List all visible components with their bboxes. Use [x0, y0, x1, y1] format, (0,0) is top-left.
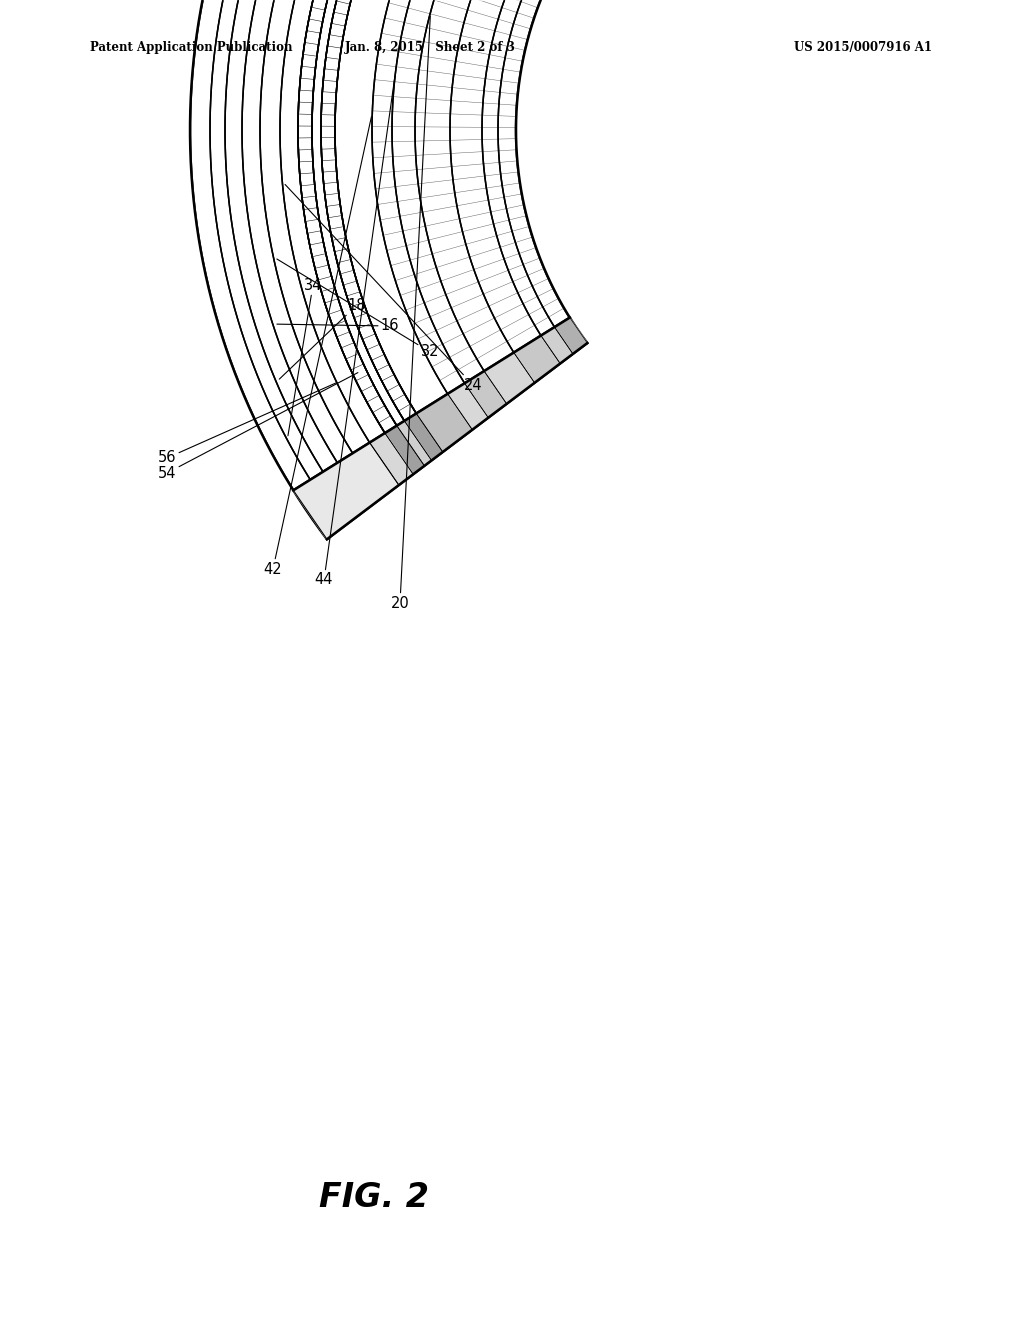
Polygon shape [465, 371, 507, 417]
Polygon shape [293, 442, 398, 540]
Text: Patent Application Publication: Patent Application Publication [90, 41, 293, 54]
Text: US 2015/0007916 A1: US 2015/0007916 A1 [794, 41, 932, 54]
Polygon shape [555, 318, 588, 354]
Polygon shape [541, 327, 572, 363]
Polygon shape [514, 335, 560, 383]
Text: 20: 20 [390, 16, 430, 610]
Polygon shape [447, 383, 488, 430]
Polygon shape [417, 393, 472, 451]
Polygon shape [370, 433, 413, 484]
Text: 44: 44 [314, 75, 395, 587]
Polygon shape [484, 352, 535, 404]
Polygon shape [555, 318, 588, 354]
Text: 54: 54 [158, 372, 357, 480]
Polygon shape [404, 413, 442, 461]
Text: 34: 34 [288, 277, 323, 436]
Polygon shape [447, 383, 488, 430]
Polygon shape [484, 352, 535, 404]
Polygon shape [465, 371, 507, 417]
Text: Jan. 8, 2015   Sheet 2 of 3: Jan. 8, 2015 Sheet 2 of 3 [345, 41, 515, 54]
Text: 56: 56 [158, 383, 337, 466]
Text: 16: 16 [276, 318, 399, 334]
Polygon shape [404, 413, 442, 461]
Polygon shape [370, 433, 413, 484]
Polygon shape [396, 421, 431, 466]
Polygon shape [516, 0, 870, 348]
Polygon shape [385, 425, 424, 474]
Polygon shape [541, 327, 572, 363]
Text: 42: 42 [264, 116, 372, 577]
Polygon shape [396, 421, 431, 466]
Text: 32: 32 [276, 259, 439, 359]
Polygon shape [417, 393, 472, 451]
Polygon shape [514, 335, 560, 383]
Polygon shape [293, 442, 398, 540]
Polygon shape [385, 425, 424, 474]
Text: 18: 18 [280, 297, 367, 379]
Text: FIG. 2: FIG. 2 [318, 1180, 429, 1214]
Polygon shape [190, 0, 749, 490]
Text: 24: 24 [285, 185, 482, 392]
